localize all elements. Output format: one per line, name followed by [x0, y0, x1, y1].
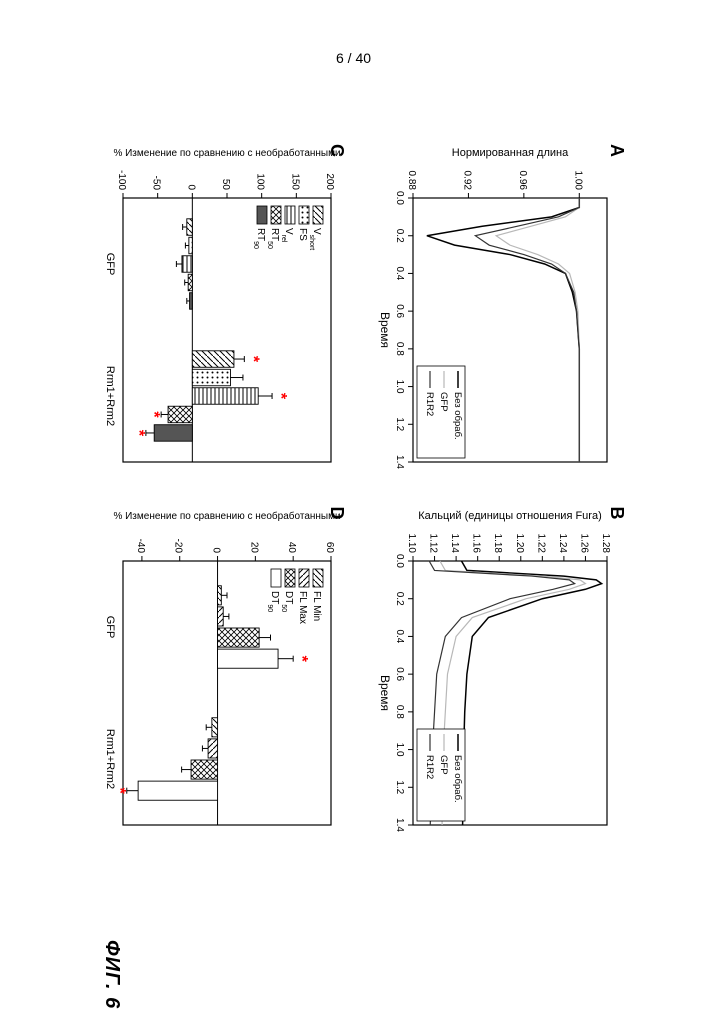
- svg-text:-50: -50: [151, 176, 162, 191]
- svg-text:GFP: GFP: [438, 755, 449, 775]
- panel-b-label: B: [606, 507, 627, 520]
- svg-text:Время: Время: [378, 674, 392, 710]
- svg-text:0.96: 0.96: [517, 171, 528, 191]
- panel-c-chart: -100 -50 0 50 100 150 200 % Изменение по сравне…: [85, 140, 345, 470]
- svg-text:Без обраб.: Без обраб.: [452, 755, 463, 803]
- svg-text:R1R2: R1R2: [424, 755, 435, 779]
- panel-a-label: A: [606, 144, 627, 157]
- panel-c: C -100 -50 0 50 100 150 200 % Изменение по срав…: [85, 140, 345, 478]
- svg-text:0.8: 0.8: [394, 704, 405, 718]
- svg-text:RT90: RT90: [253, 228, 267, 249]
- svg-text:FL Max: FL Max: [297, 591, 308, 624]
- svg-text:1.14: 1.14: [449, 533, 460, 553]
- svg-text:0.0: 0.0: [394, 554, 405, 568]
- svg-text:1.16: 1.16: [471, 533, 482, 553]
- panel-b-chart: 0.0 0.2 0.4 0.6 0.8 1.0 1.2 1.4 1.10 1.12 1.14 1.16…: [375, 503, 625, 833]
- panel-b: B 0.0 0.2 0.4 0.6 0.8 1.0 1.2 1.4 1.10 1.12 1.14 1.…: [370, 503, 625, 841]
- svg-text:-40: -40: [135, 538, 146, 553]
- svg-text:1.10: 1.10: [406, 533, 417, 553]
- svg-text:Vrel: Vrel: [281, 228, 295, 243]
- svg-text:0.0: 0.0: [394, 191, 405, 205]
- svg-text:Время: Время: [378, 312, 392, 348]
- svg-text:0.4: 0.4: [394, 629, 405, 643]
- svg-text:Vshort: Vshort: [309, 228, 323, 250]
- svg-text:-20: -20: [173, 538, 184, 553]
- svg-text:1.18: 1.18: [492, 533, 503, 553]
- page-number: 6 / 40: [336, 50, 371, 66]
- svg-text:1.22: 1.22: [535, 533, 546, 553]
- panel-a-chart: 0.0 0.2 0.4 0.6 0.8 1.0 1.2 1.4 0.88 0.92 0.96 1.00…: [375, 140, 625, 470]
- svg-text:0.88: 0.88: [406, 171, 417, 191]
- svg-text:*: *: [130, 430, 147, 437]
- svg-text:1.26: 1.26: [578, 533, 589, 553]
- svg-text:DT50: DT50: [281, 591, 295, 612]
- svg-text:50: 50: [220, 179, 231, 191]
- svg-text:*: *: [272, 393, 289, 400]
- svg-text:Кальций (единицы отношения Fur: Кальций (единицы отношения Fura): [418, 510, 601, 522]
- svg-text:Rrm1+Rrm2: Rrm1+Rrm2: [104, 728, 116, 788]
- svg-text:200: 200: [324, 173, 335, 190]
- svg-text:0.6: 0.6: [394, 667, 405, 681]
- svg-text:1.24: 1.24: [557, 533, 568, 553]
- svg-text:GFP: GFP: [104, 253, 116, 276]
- panel-a: A 0.0 0.2 0.4 0.6 0.8 1.0 1.2 1.4 0.88 0.92 0.96 1.…: [370, 140, 625, 478]
- panel-d: D -40 -20 0 20 40 60 % Изменение по сравнению …: [85, 503, 345, 841]
- svg-text:40: 40: [286, 541, 297, 553]
- svg-text:1.28: 1.28: [600, 533, 611, 553]
- svg-text:% Изменение по сравнению с нео: % Изменение по сравнению с необработанны…: [113, 510, 340, 522]
- svg-text:0.6: 0.6: [394, 304, 405, 318]
- svg-text:1.00: 1.00: [572, 171, 583, 191]
- svg-text:*: *: [244, 356, 261, 363]
- svg-text:% Изменение по сравнению с нео: % Изменение по сравнению с необработанны…: [113, 147, 340, 159]
- svg-text:1.0: 1.0: [394, 742, 405, 756]
- svg-text:20: 20: [248, 541, 259, 553]
- svg-text:100: 100: [255, 173, 266, 190]
- svg-text:-100: -100: [116, 170, 127, 190]
- svg-text:DT90: DT90: [267, 591, 281, 612]
- svg-text:*: *: [111, 787, 128, 794]
- svg-text:60: 60: [324, 541, 335, 553]
- svg-text:1.2: 1.2: [394, 417, 405, 431]
- svg-text:0.8: 0.8: [394, 342, 405, 356]
- svg-text:1.4: 1.4: [394, 455, 405, 469]
- figure-container: A 0.00.20.40.60.81.01.21.40.880.920.961.…: [5, 215, 705, 765]
- svg-text:Нормированная длина: Нормированная длина: [452, 147, 569, 159]
- svg-text:0: 0: [211, 547, 222, 553]
- svg-text:0.2: 0.2: [394, 229, 405, 243]
- figure-caption: ФИГ. 6: [100, 940, 123, 1009]
- svg-text:FS: FS: [297, 228, 308, 241]
- svg-text:0.4: 0.4: [394, 266, 405, 280]
- panel-d-label: D: [326, 507, 347, 520]
- svg-text:FL Min: FL Min: [311, 591, 322, 621]
- svg-text:0: 0: [185, 184, 196, 190]
- svg-text:0.92: 0.92: [461, 171, 472, 191]
- svg-text:0.2: 0.2: [394, 591, 405, 605]
- svg-text:1.2: 1.2: [394, 780, 405, 794]
- svg-text:GFP: GFP: [438, 392, 449, 412]
- svg-text:1.0: 1.0: [394, 380, 405, 394]
- svg-text:Без обраб.: Без обраб.: [452, 392, 463, 440]
- svg-text:GFP: GFP: [104, 615, 116, 638]
- svg-text:1.4: 1.4: [394, 818, 405, 832]
- svg-text:RT50: RT50: [267, 228, 281, 249]
- svg-text:*: *: [145, 411, 162, 418]
- svg-text:1.12: 1.12: [428, 533, 439, 553]
- panel-c-label: C: [326, 144, 347, 157]
- svg-text:R1R2: R1R2: [424, 392, 435, 416]
- svg-text:150: 150: [289, 173, 300, 190]
- svg-text:*: *: [293, 655, 310, 662]
- svg-text:1.20: 1.20: [514, 533, 525, 553]
- panel-d-chart: -40 -20 0 20 40 60 % Изменение по сравнению с …: [85, 503, 345, 833]
- svg-text:Rrm1+Rrm2: Rrm1+Rrm2: [104, 366, 116, 426]
